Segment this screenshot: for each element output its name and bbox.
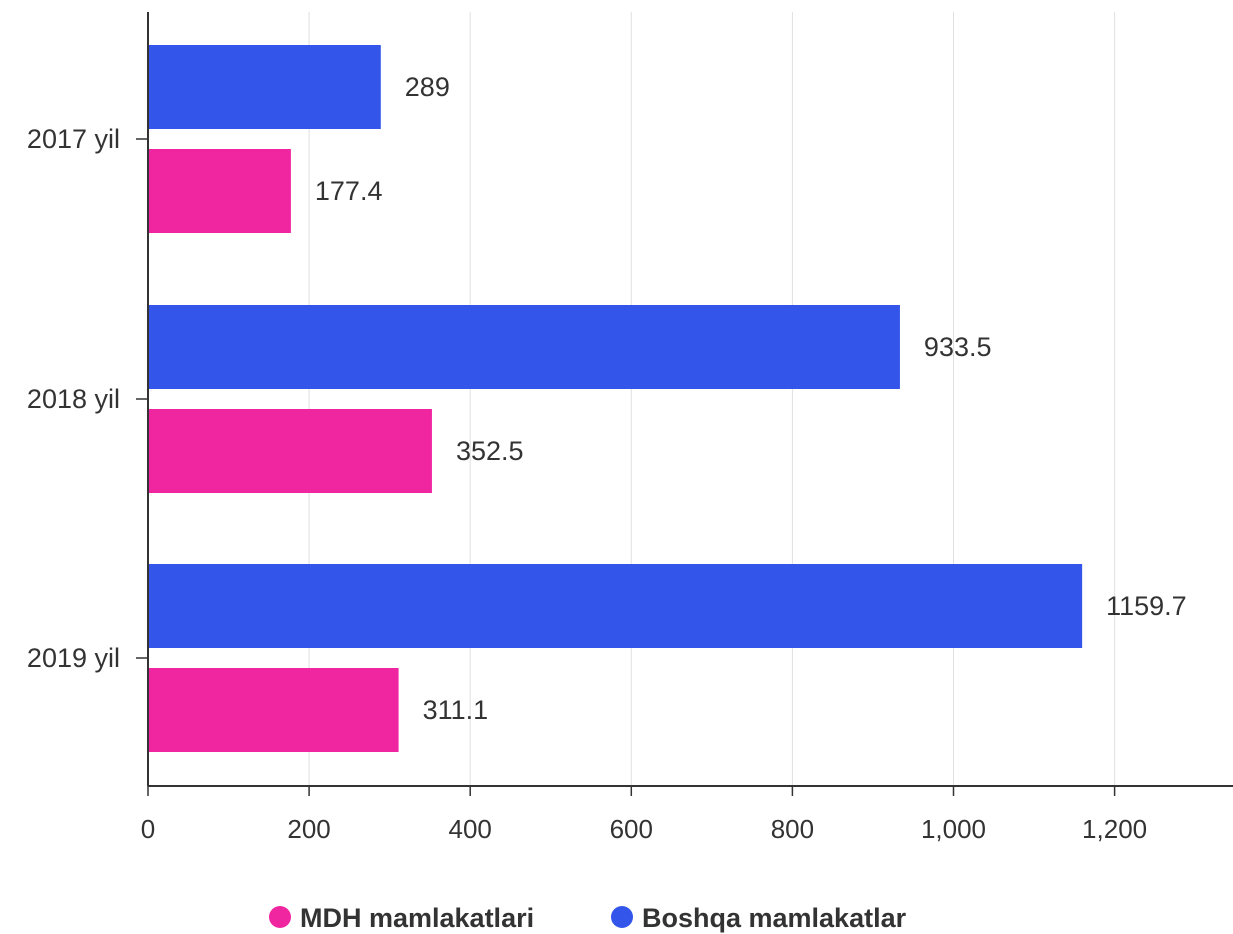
value-labels: 289 177.4 933.5 352.5 1159.7 311.1 [315, 72, 1187, 725]
bar [148, 409, 432, 493]
legend-label: Boshqa mamlakatlar [642, 903, 907, 933]
legend-label: MDH mamlakatlari [300, 903, 534, 933]
data-label: 177.4 [315, 176, 383, 206]
data-label: 352.5 [456, 436, 524, 466]
x-tick-label: 600 [610, 814, 653, 844]
axes: 0 200 400 600 800 1,000 1,200 2017 yil 2018 yil 2… [27, 12, 1233, 844]
legend-swatch [611, 906, 633, 928]
legend-item: Boshqa mamlakatlar [611, 903, 907, 933]
x-tick-label: 400 [449, 814, 492, 844]
legend-item: MDH mamlakatlari [269, 903, 534, 933]
data-label: 1159.7 [1106, 591, 1187, 621]
bar [148, 45, 381, 129]
bar [148, 564, 1083, 648]
data-label: 311.1 [423, 695, 489, 725]
x-tick-label: 1,000 [921, 814, 986, 844]
y-tick-label: 2019 yil [27, 643, 120, 673]
y-tick-label: 2018 yil [27, 384, 120, 414]
legend-swatch [269, 906, 291, 928]
data-label: 289 [405, 72, 450, 102]
bar [148, 149, 291, 233]
legend: MDH mamlakatlari Boshqa mamlakatlar [269, 903, 907, 933]
gridlines [308, 12, 1116, 786]
x-tick-label: 800 [771, 814, 814, 844]
x-tick-label: 0 [141, 814, 155, 844]
bar [148, 668, 399, 752]
x-tick-label: 1,200 [1082, 814, 1147, 844]
bars [148, 45, 1083, 752]
x-tick-label: 200 [287, 814, 330, 844]
bar [148, 305, 900, 389]
y-tick-label: 2017 yil [27, 124, 120, 154]
data-label: 933.5 [924, 332, 992, 362]
